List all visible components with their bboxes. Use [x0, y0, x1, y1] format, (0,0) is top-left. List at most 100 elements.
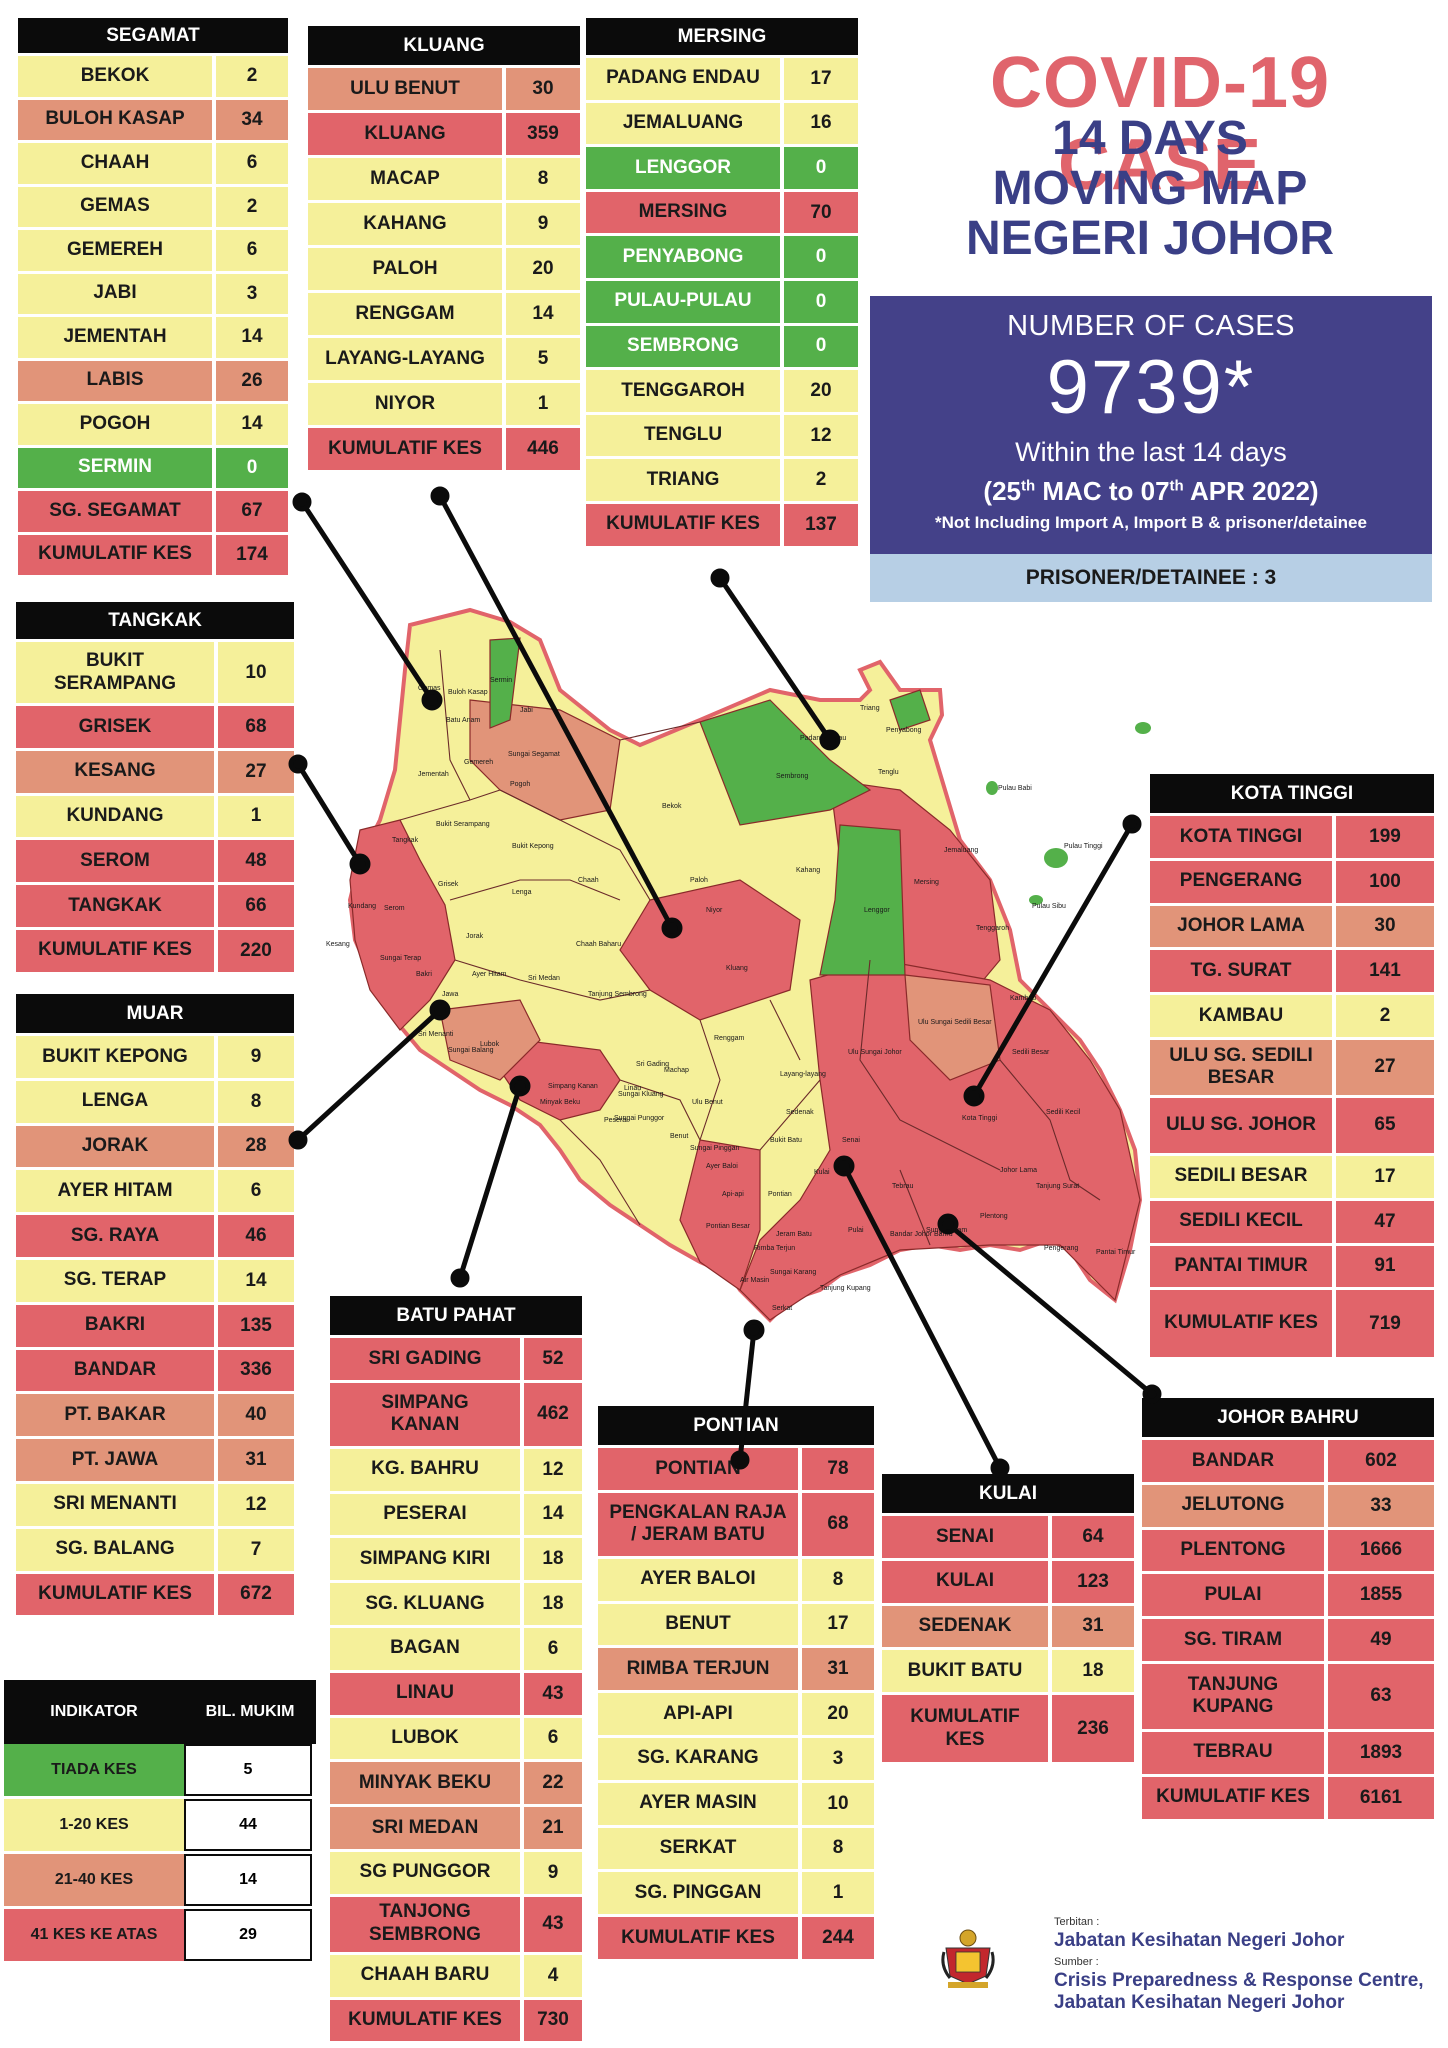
mukim-name: PALOH	[308, 248, 506, 290]
mukim-row: SRI MENANTI 12	[16, 1483, 294, 1529]
map-internal-borders	[399, 649, 1101, 1246]
mukim-name: NIYOR	[308, 383, 506, 425]
kota-tinggi-leader-line	[971, 822, 1135, 1098]
mukim-name: BENUT	[598, 1603, 802, 1646]
footer-sumber-2: Jabatan Kesihatan Negeri Johor	[1054, 1992, 1345, 2013]
mersing-table: MERSING PADANG ENDAU 17 JEMALUANG 16 LENGGOR 0…	[586, 18, 858, 549]
cases-period: Within the last 14 days	[1015, 437, 1287, 467]
legend-indicator: TIADA KES	[4, 1744, 184, 1796]
mukim-row: LENGA 8	[16, 1080, 294, 1126]
mukim-case-count: 68	[245, 715, 267, 737]
mukim-case-count: 12	[245, 1493, 267, 1515]
mukim-row: PT. BAKAR 40	[16, 1394, 294, 1440]
legend-rows: TIADA KES 5 1-20 KES 44 21-40 KES 14 41 KES KE…	[4, 1744, 316, 1964]
mukim-row: KAMBAU 2	[1150, 995, 1434, 1040]
cumulative-row: KUMULATIF KES 6161	[1142, 1776, 1434, 1822]
mukim-row: JEMALUANG 16	[586, 102, 858, 148]
map-island-pulau-babi	[986, 781, 998, 795]
mukim-row: MERSING 70	[586, 191, 858, 237]
mukim-row: GEMAS 2	[18, 186, 288, 230]
mukim-row: BUKIT SERAMPANG 10	[16, 642, 294, 706]
mukim-row: KUNDANG 1	[16, 795, 294, 841]
mukim-case-count: 9	[547, 1861, 559, 1883]
mukim-case-count: 78	[827, 1457, 849, 1479]
map-label-jawa: Jawa	[442, 991, 458, 998]
mukim-name: PESERAI	[330, 1493, 524, 1536]
mukim-name: KAHANG	[308, 203, 506, 245]
mukim-row: AYER HITAM 6	[16, 1170, 294, 1216]
mukim-case-count: 0	[246, 456, 258, 478]
mukim-name: TANJUNG KUPANG	[1142, 1663, 1328, 1729]
mukim-row: GEMEREH 6	[18, 230, 288, 274]
mukim-case-count: 22	[542, 1772, 564, 1794]
map-label-air-masin: Air Masin	[740, 1277, 769, 1284]
cumulative-value: 672	[240, 1583, 272, 1605]
mersing-leader-dot	[710, 568, 730, 588]
johor-bahru-leader-dot	[937, 1213, 959, 1235]
legend-row: TIADA KES 5	[4, 1744, 316, 1799]
pontian-header: PONTIAN	[598, 1406, 874, 1448]
crest-logo	[940, 1922, 996, 1990]
mukim-name: SG. PINGGAN	[598, 1872, 802, 1915]
mukim-row: PULAI 1855	[1142, 1574, 1434, 1620]
map-region-pontian-south	[679, 1139, 761, 1291]
legend-table: INDIKATOR BIL. MUKIM TIADA KES 5 1-20 KES 4…	[4, 1680, 316, 1964]
mukim-case-count: 12	[810, 424, 832, 446]
cases-date-range: (25th MAC to 07th APR 2022)	[983, 476, 1319, 506]
cumulative-row: KUMULATIF KES 672	[16, 1573, 294, 1619]
legend-indicator: 1-20 KES	[4, 1799, 184, 1851]
cumulative-value: 719	[1369, 1312, 1401, 1334]
mukim-case-count: 27	[1374, 1056, 1396, 1078]
mukim-name: ULU BENUT	[308, 68, 506, 110]
legend-row: 21-40 KES 14	[4, 1854, 316, 1909]
mukim-name: SG. BALANG	[16, 1528, 218, 1571]
map-label-sungai-terap: Sungai Terap	[380, 955, 421, 962]
mukim-name: PULAU-PULAU	[586, 280, 784, 323]
legend-row: 1-20 KES 44	[4, 1799, 316, 1854]
cumulative-label: KUMULATIF KES	[18, 534, 216, 575]
cumulative-label: KUMULATIF KES	[1142, 1776, 1328, 1819]
mukim-name: BUKIT KEPONG	[16, 1036, 218, 1078]
map-label-sungai-tiram: Sungai Tiram	[926, 1227, 967, 1234]
map-label-pulau-babi: Pulau Babi	[998, 785, 1032, 792]
mukim-name: PENGERANG	[1150, 860, 1336, 903]
mukim-case-count: 123	[1077, 1570, 1109, 1592]
mukim-case-count: 14	[532, 303, 554, 324]
mukim-row: SEROM 48	[16, 840, 294, 886]
segamat-leader-line	[299, 500, 435, 702]
mukim-name: PT. JAWA	[16, 1439, 218, 1481]
mukim-case-count: 1855	[1359, 1584, 1403, 1606]
segamat-leader-dot	[292, 492, 312, 512]
mukim-row: SG. TERAP 14	[16, 1259, 294, 1305]
mukim-case-count: 28	[245, 1135, 267, 1157]
cumulative-value: 174	[236, 543, 268, 565]
kota-tinggi-leader-dot	[1122, 814, 1142, 834]
mukim-row: CHAAH 6	[18, 143, 288, 187]
mukim-row: GRISEK 68	[16, 706, 294, 751]
mukim-case-count: 5	[537, 348, 549, 369]
mukim-row: BUKIT KEPONG 9	[16, 1036, 294, 1081]
mersing-leader-dot	[819, 729, 841, 751]
mukim-row: SG. SEGAMAT 67	[18, 491, 288, 535]
map-label-kulai: Kulai	[814, 1169, 830, 1176]
mukim-case-count: 1893	[1359, 1741, 1403, 1763]
mukim-row: AYER MASIN 10	[598, 1782, 874, 1828]
map-label-tanjung-sembrong: Tanjung Sembrong	[588, 991, 647, 998]
mukim-case-count: 2	[1379, 1005, 1391, 1027]
mukim-row: LUBOK 6	[330, 1717, 582, 1763]
mukim-name: LENGGOR	[586, 147, 784, 189]
mukim-case-count: 17	[1374, 1165, 1396, 1187]
cases-note: *Not Including Import A, Import B & pris…	[935, 513, 1367, 532]
mukim-case-count: 4	[547, 1964, 559, 1986]
tangkak-header: TANGKAK	[16, 602, 294, 642]
map-label-linau: Linau	[624, 1085, 641, 1092]
mukim-name: JELUTONG	[1142, 1484, 1328, 1527]
map-label-bekok: Bekok	[662, 803, 682, 810]
mukim-name: MACAP	[308, 158, 506, 200]
map-label-niyor: Niyor	[706, 907, 723, 914]
map-label-pulau-tinggi: Pulau Tinggi	[1064, 843, 1103, 850]
map-label-gemas: Gemas	[418, 685, 441, 692]
mukim-case-count: 47	[1374, 1210, 1396, 1232]
mukim-row: SEDILI BESAR 17	[1150, 1155, 1434, 1201]
map-label-sungai-karang: Sungai Karang	[770, 1269, 816, 1276]
